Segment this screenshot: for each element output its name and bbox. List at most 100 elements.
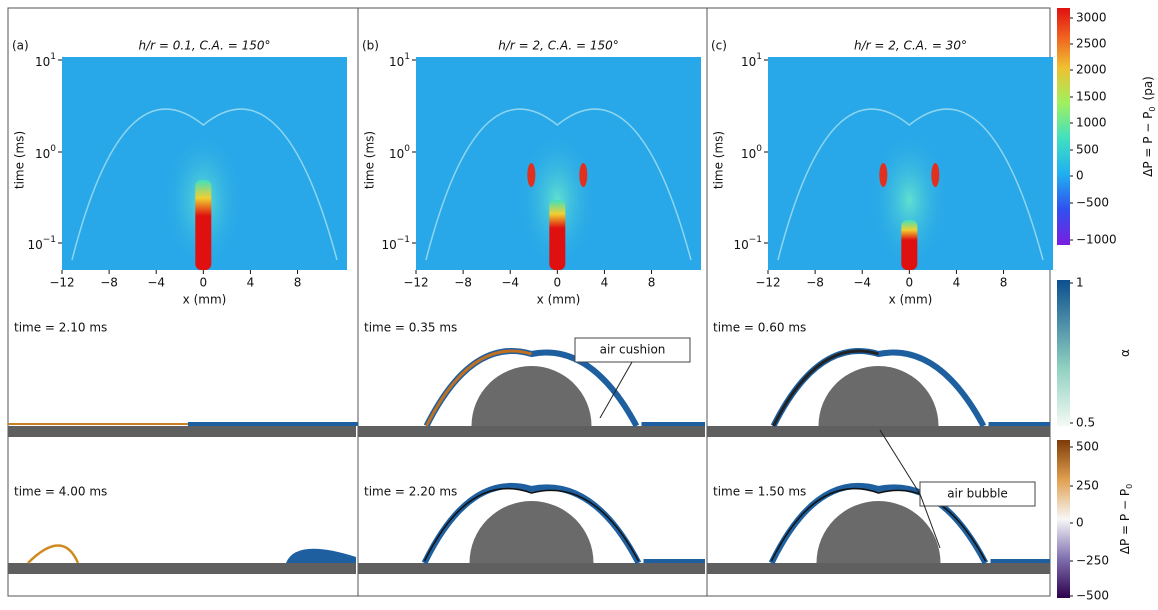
y-axis-label: time (ms) bbox=[712, 131, 726, 189]
panel-title: h/r = 2, C.A. = 30° bbox=[854, 39, 967, 53]
dome-solid bbox=[469, 500, 594, 563]
panel-title: h/r = 2, C.A. = 150° bbox=[498, 39, 619, 53]
colorbar-tick-label: 1 bbox=[1076, 276, 1084, 290]
x-tick-label: −12 bbox=[755, 276, 780, 290]
spread-film bbox=[643, 559, 705, 563]
substrate bbox=[707, 426, 1050, 437]
dome-edge bbox=[770, 487, 987, 562]
colorbar-tick-label: 1500 bbox=[1076, 90, 1107, 104]
x-tick-label: −12 bbox=[403, 276, 428, 290]
y-tick-base: 10 bbox=[389, 55, 404, 69]
dome-edge bbox=[423, 487, 640, 562]
heatmap-front bbox=[425, 108, 692, 261]
colorbar-label: ΔP = P − P0 bbox=[1118, 484, 1134, 554]
dome-solid bbox=[818, 366, 939, 426]
snapshot-time: time = 2.10 ms bbox=[14, 321, 107, 335]
substrate bbox=[358, 563, 705, 574]
colorbar-label: α bbox=[1118, 349, 1132, 357]
colorbar-label-sub: 0 bbox=[1125, 484, 1134, 489]
panel-label: (b) bbox=[362, 39, 379, 53]
y-tick-base: 10 bbox=[733, 238, 748, 252]
colorbar bbox=[1057, 440, 1070, 598]
y-tick-label: 101 bbox=[741, 52, 762, 69]
x-tick-label: −8 bbox=[454, 276, 472, 290]
y-tick-label: 100 bbox=[35, 144, 56, 161]
y-tick-exp: 0 bbox=[50, 144, 56, 154]
spread-film bbox=[988, 422, 1050, 426]
dome-solid bbox=[816, 500, 941, 563]
colorbar-tick-label: 0.5 bbox=[1076, 416, 1095, 430]
y-tick-base: 10 bbox=[35, 55, 50, 69]
x-tick-label: −8 bbox=[806, 276, 824, 290]
x-axis-label: x (mm) bbox=[183, 293, 227, 307]
annotation-box bbox=[574, 337, 691, 363]
y-axis-label: time (ms) bbox=[363, 131, 377, 189]
colorbar-tick-label: 500 bbox=[1076, 143, 1099, 157]
heatmap-spot bbox=[579, 163, 588, 187]
heatmap-spot bbox=[931, 163, 940, 187]
spread-film bbox=[990, 559, 1050, 563]
x-axis-label: x (mm) bbox=[889, 293, 933, 307]
y-tick-exp: 0 bbox=[756, 144, 762, 154]
dome-solid bbox=[471, 366, 592, 426]
heatmap-core bbox=[549, 200, 566, 270]
panel-label: (c) bbox=[711, 39, 727, 53]
x-tick-label: 0 bbox=[906, 276, 914, 290]
y-tick-base: 10 bbox=[389, 147, 404, 161]
colorbar-tick-label: 500 bbox=[1076, 440, 1099, 454]
colorbar-tick-label: 3000 bbox=[1076, 11, 1107, 25]
colorbar-tick-label: 250 bbox=[1076, 479, 1099, 493]
colorbar-label-sub: 0 bbox=[1148, 106, 1157, 111]
x-tick-label: −12 bbox=[49, 276, 74, 290]
annotation-pointer bbox=[919, 493, 941, 549]
x-tick-label: −4 bbox=[501, 276, 519, 290]
colorbar bbox=[1057, 280, 1070, 426]
x-tick-label: 4 bbox=[953, 276, 961, 290]
x-axis-label: x (mm) bbox=[537, 293, 581, 307]
colorbar bbox=[1057, 8, 1070, 245]
dome-edge bbox=[425, 349, 532, 427]
y-axis-label: time (ms) bbox=[13, 131, 27, 189]
colorbar-tick-label: −500 bbox=[1076, 196, 1109, 210]
x-tick-label: 4 bbox=[601, 276, 609, 290]
colorbar-label-main: ΔP = P − P bbox=[1118, 489, 1132, 554]
substrate bbox=[358, 426, 705, 437]
heatmap-spot bbox=[879, 163, 888, 187]
substrate bbox=[8, 426, 356, 437]
annotation-pointer bbox=[599, 361, 633, 419]
y-tick-base: 10 bbox=[27, 238, 42, 252]
y-tick-label: 10−1 bbox=[27, 235, 56, 252]
y-tick-base: 10 bbox=[35, 147, 50, 161]
colorbar-tick-label: 0 bbox=[1076, 169, 1084, 183]
y-tick-label: 101 bbox=[35, 52, 56, 69]
x-tick-label: 4 bbox=[247, 276, 255, 290]
colorbar-tick-label: 2500 bbox=[1076, 37, 1107, 51]
y-tick-exp: 1 bbox=[50, 52, 56, 62]
film bbox=[188, 422, 358, 426]
y-tick-exp: 1 bbox=[756, 52, 762, 62]
snapshot-time: time = 0.60 ms bbox=[713, 321, 806, 335]
dome-edge bbox=[772, 349, 879, 427]
colorbar-tick-label: 2000 bbox=[1076, 63, 1107, 77]
snapshot-time: time = 1.50 ms bbox=[713, 485, 806, 499]
colorbar-tick-label: 0 bbox=[1076, 516, 1084, 530]
colorbar-label-main: α bbox=[1118, 349, 1132, 357]
y-tick-exp: 1 bbox=[404, 52, 410, 62]
y-tick-label: 101 bbox=[389, 52, 410, 69]
x-tick-label: 0 bbox=[554, 276, 562, 290]
y-tick-label: 100 bbox=[741, 144, 762, 161]
spread-film bbox=[641, 422, 705, 426]
y-tick-base: 10 bbox=[381, 238, 396, 252]
droplet bbox=[286, 548, 356, 563]
panel-label: (a) bbox=[12, 39, 29, 53]
substrate bbox=[707, 563, 1050, 574]
x-tick-label: −4 bbox=[853, 276, 871, 290]
y-tick-label: 10−1 bbox=[381, 235, 410, 252]
heatmap-core bbox=[195, 180, 212, 270]
x-tick-label: −8 bbox=[100, 276, 118, 290]
colorbar-label-main: ΔP = P − P bbox=[1141, 112, 1155, 177]
colorbar-label: ΔP = P − P0 (pa) bbox=[1141, 76, 1157, 177]
snapshot-time: time = 4.00 ms bbox=[14, 485, 107, 499]
y-tick-exp: −1 bbox=[397, 235, 410, 245]
y-tick-exp: −1 bbox=[749, 235, 762, 245]
